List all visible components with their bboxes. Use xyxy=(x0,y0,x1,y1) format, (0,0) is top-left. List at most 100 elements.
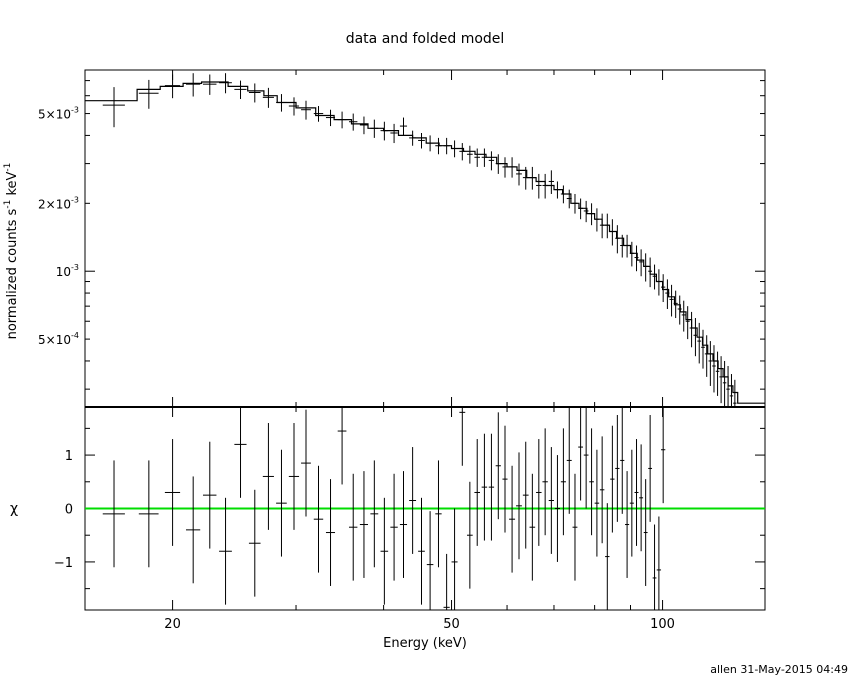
data-point xyxy=(276,94,287,112)
data-point xyxy=(693,318,698,357)
top-ylabel: normalized counts s-1 keV-1 xyxy=(3,163,20,340)
data-point xyxy=(726,365,730,407)
residual-point xyxy=(185,476,201,584)
data-point xyxy=(502,157,508,178)
data-point xyxy=(634,245,639,272)
residual-point xyxy=(594,449,600,557)
data-point xyxy=(418,132,425,149)
residual-point xyxy=(548,447,554,554)
x-tick-label: 100 xyxy=(650,617,675,632)
bottom-panel: 20 50 100 1 0 −1 xyxy=(54,406,766,632)
residual-point xyxy=(639,444,644,552)
data-point xyxy=(712,345,716,393)
data-point xyxy=(704,335,709,377)
model-step-line xyxy=(85,81,765,404)
residual-point xyxy=(661,407,666,504)
residual-point xyxy=(610,425,615,533)
residual-point xyxy=(164,439,181,546)
data-point xyxy=(589,203,594,226)
data-point xyxy=(426,135,434,152)
y-tick-exp: -3 xyxy=(71,263,79,272)
residual-point xyxy=(418,497,425,605)
residual-point xyxy=(426,511,434,610)
residual-point xyxy=(325,479,336,586)
data-point xyxy=(639,249,644,277)
residual-point xyxy=(219,497,232,605)
y-tick-label: 0 xyxy=(65,503,73,518)
y-tick-label: 5×10-4 xyxy=(38,331,79,347)
residual-point xyxy=(634,439,639,546)
data-point xyxy=(138,79,159,109)
data-point xyxy=(629,241,634,267)
data-point xyxy=(185,73,201,97)
residual-point xyxy=(301,409,311,517)
ylabel-sup2: -1 xyxy=(3,163,13,172)
residual-point xyxy=(474,439,481,546)
data-point xyxy=(522,166,529,190)
data-point xyxy=(380,121,389,141)
residual-point xyxy=(599,436,605,544)
data-point xyxy=(548,170,554,194)
data-point xyxy=(466,145,473,164)
data-point xyxy=(661,274,666,303)
data-point xyxy=(652,264,657,290)
residual-point xyxy=(248,489,261,597)
data-point xyxy=(481,148,488,167)
data-point xyxy=(262,87,274,108)
residual-point xyxy=(495,412,501,520)
data-point xyxy=(643,253,648,282)
residual-point xyxy=(629,449,634,557)
residual-point xyxy=(560,428,566,536)
data-point xyxy=(301,100,311,120)
residual-point xyxy=(542,428,548,536)
data-point xyxy=(542,173,548,199)
residual-point xyxy=(648,415,653,522)
data-point xyxy=(685,306,690,340)
data-point xyxy=(451,140,458,158)
residual-point xyxy=(605,503,610,610)
residual-point xyxy=(451,508,458,610)
data-point xyxy=(219,73,232,94)
data-point xyxy=(234,80,247,100)
y-tick-exp: -3 xyxy=(71,106,79,115)
data-point xyxy=(689,311,694,348)
residual-point xyxy=(529,473,536,581)
residual-point xyxy=(202,441,217,549)
data-point xyxy=(715,351,720,396)
residual-point xyxy=(370,460,379,568)
residual-point xyxy=(615,415,620,522)
ylabel-main: normalized counts s xyxy=(5,208,20,339)
residual-point xyxy=(643,479,648,586)
residual-point xyxy=(359,471,368,578)
data-point xyxy=(435,137,442,155)
y-tick-exp: -4 xyxy=(71,331,79,340)
residual-point xyxy=(578,407,583,501)
residual-point xyxy=(583,407,589,509)
residual-point xyxy=(443,553,450,610)
residual-point xyxy=(313,465,324,573)
residual-point xyxy=(262,423,274,530)
data-point xyxy=(288,97,300,116)
data-point xyxy=(459,143,466,161)
y-tick-base: 10 xyxy=(56,265,71,279)
x-tick-label: 20 xyxy=(164,617,181,632)
data-point xyxy=(572,193,578,214)
residual-point xyxy=(481,433,488,541)
x-tick-label: 50 xyxy=(443,617,460,632)
data-point xyxy=(733,379,737,407)
data-point xyxy=(495,154,501,174)
residual-point xyxy=(566,407,572,514)
data-point xyxy=(583,200,589,223)
data-point xyxy=(729,374,734,407)
residual-point xyxy=(502,425,508,533)
data-point xyxy=(337,111,347,129)
data-point xyxy=(516,163,522,186)
data-point xyxy=(665,279,670,309)
residual-point xyxy=(337,407,347,485)
data-point xyxy=(202,74,217,95)
residual-point xyxy=(380,497,389,605)
data-point xyxy=(399,117,408,136)
data-point xyxy=(578,198,583,220)
bottom-ylabel: χ xyxy=(10,501,18,517)
